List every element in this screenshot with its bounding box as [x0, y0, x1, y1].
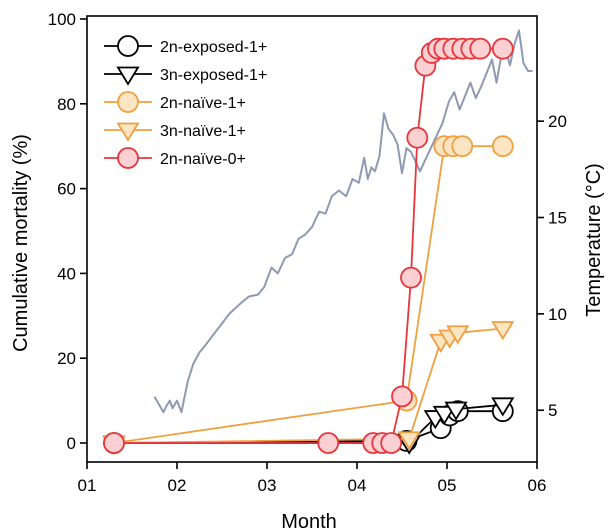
y-tick-label: 80 — [57, 95, 76, 114]
x-tick-label: 05 — [438, 476, 457, 495]
data-point — [317, 432, 340, 454]
legend-label: 3n-naïve-1+ — [160, 123, 246, 140]
legend-marker — [117, 35, 139, 57]
temperature-layer — [153, 29, 533, 414]
data-point — [406, 126, 429, 149]
y-tick-label: 0 — [67, 434, 76, 453]
legend-marker — [116, 66, 140, 86]
legend-item: 2n-naïve-0+ — [104, 147, 246, 169]
y2-tick-label: 10 — [548, 305, 567, 324]
legend-item: 2n-exposed-1+ — [104, 35, 267, 57]
data-point — [491, 37, 514, 60]
legend-label: 2n-naïve-1+ — [160, 95, 246, 112]
y2-tick-label: 20 — [548, 112, 567, 131]
x-tick-label: 04 — [348, 476, 367, 495]
x-tick-label: 03 — [258, 476, 277, 495]
y-tick-label: 60 — [57, 180, 76, 199]
series-4 — [102, 321, 515, 455]
data-point — [446, 325, 470, 345]
data-point — [469, 37, 492, 60]
legend: 2n-exposed-1+ 3n-exposed-1+ 2n-naïve-1+ 3n-… — [104, 35, 267, 169]
data-point — [491, 397, 515, 417]
data-point — [391, 385, 413, 408]
data-point — [397, 431, 421, 451]
y2-tick-label: 5 — [548, 401, 557, 420]
y2-axis-title: Temperature (°C) — [583, 163, 605, 317]
x-tick-label: 02 — [168, 476, 187, 495]
x-tick-label: 06 — [528, 476, 547, 495]
legend-item: 2n-naïve-1+ — [104, 91, 246, 113]
series-5 — [103, 37, 514, 454]
data-point — [380, 432, 403, 454]
y-axis-title: Cumulative mortality (%) — [10, 134, 32, 352]
data-point — [400, 266, 422, 289]
y-tick-label: 20 — [57, 349, 76, 368]
y-tick-label: 100 — [48, 10, 76, 29]
y-tick-label: 40 — [57, 264, 76, 283]
series-line — [113, 145, 503, 444]
x-tick-label: 01 — [78, 476, 97, 495]
temperature-line — [153, 29, 533, 414]
legend-item: 3n-naïve-1+ — [104, 122, 246, 142]
y2-tick-label: 15 — [548, 209, 567, 228]
legend-label: 2n-naïve-0+ — [160, 151, 246, 168]
axes-layer: 0 20 40 60 80 100 5 10 15 20 01 02 03 04 05 06 — [48, 10, 567, 495]
legend-marker — [117, 91, 139, 113]
series-layer — [102, 37, 515, 455]
data-point — [432, 405, 456, 426]
legend-label: 2n-exposed-1+ — [160, 39, 267, 56]
data-point — [103, 432, 125, 454]
legend-label: 3n-exposed-1+ — [160, 67, 267, 84]
x-axis-title: Month — [281, 511, 337, 532]
plot-frame — [86, 15, 538, 463]
legend-item: 3n-exposed-1+ — [104, 66, 267, 86]
data-point — [491, 321, 515, 341]
data-point — [451, 135, 474, 158]
legend-marker — [117, 147, 139, 169]
legend-marker — [116, 122, 140, 142]
data-point — [491, 135, 514, 158]
data-point — [444, 401, 468, 421]
